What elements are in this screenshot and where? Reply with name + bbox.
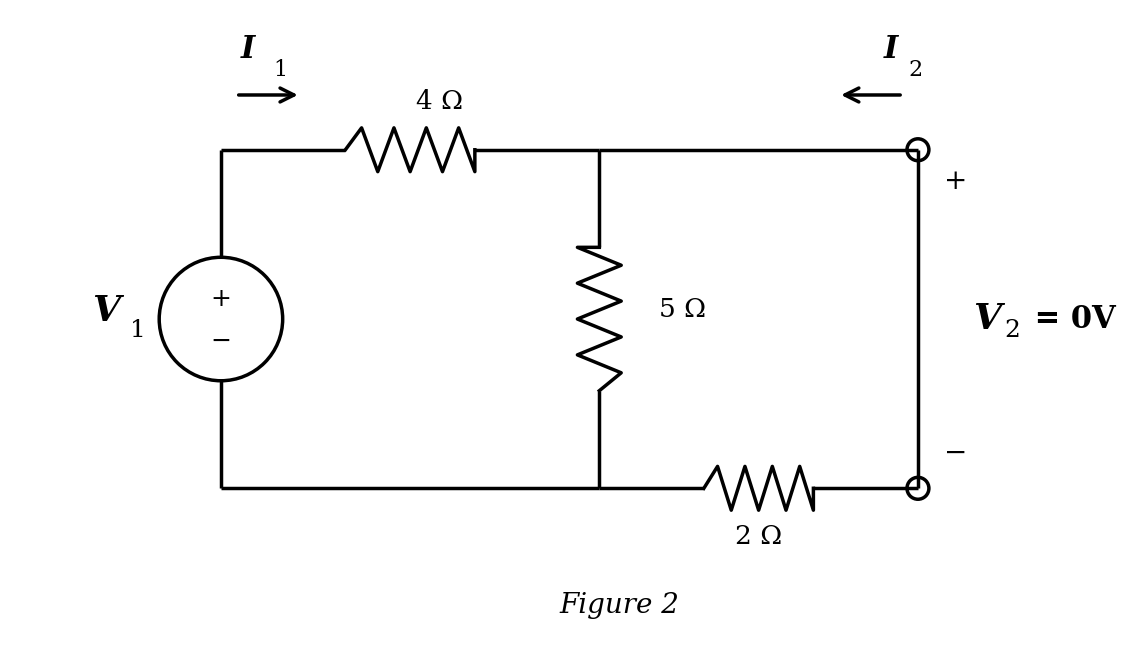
Text: V: V	[973, 302, 1001, 336]
Text: Figure 2: Figure 2	[559, 593, 679, 619]
Text: −: −	[944, 440, 968, 467]
Text: 2: 2	[1004, 319, 1020, 343]
Text: I: I	[241, 34, 256, 65]
Text: 4 Ω: 4 Ω	[416, 90, 463, 114]
Text: +: +	[944, 168, 968, 195]
Text: +: +	[210, 287, 232, 311]
Text: = 0V: = 0V	[1025, 304, 1116, 334]
Text: 5 Ω: 5 Ω	[659, 297, 706, 321]
Text: 1: 1	[274, 59, 288, 81]
Text: 1: 1	[130, 319, 146, 343]
Text: I: I	[884, 34, 898, 65]
Text: −: −	[210, 329, 232, 353]
Text: V: V	[92, 294, 121, 328]
Text: 2 Ω: 2 Ω	[735, 524, 783, 548]
Text: 2: 2	[908, 59, 923, 81]
